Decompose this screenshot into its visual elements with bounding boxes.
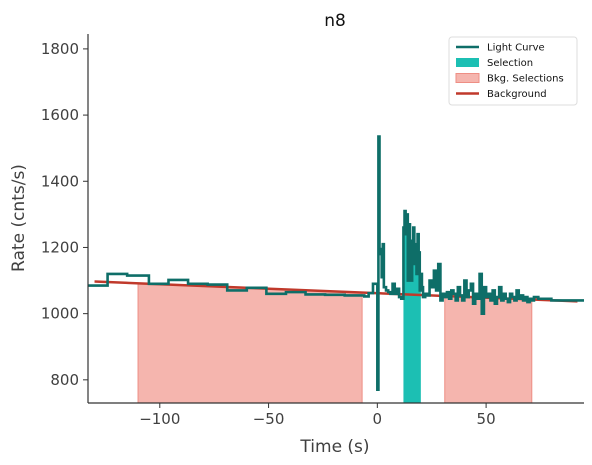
y-tick-label: 1200	[41, 238, 79, 256]
plot-area	[88, 135, 584, 404]
axes: −100 −50 0 50 800 1000 1200 1400 1600 1800	[41, 34, 584, 428]
x-ticks: −100 −50 0 50	[139, 403, 496, 428]
legend-label: Bkg. Selections	[487, 74, 564, 85]
legend-items: Light Curve Selection Bkg. Selections Backg…	[455, 43, 564, 100]
legend-label: Background	[487, 89, 547, 100]
legend-swatch-patch	[456, 58, 479, 67]
legend-frame	[448, 36, 578, 106]
y-tick-label: 1000	[41, 305, 79, 323]
bkg-selection-region-1	[444, 295, 533, 404]
y-tick-label: 1800	[41, 40, 79, 58]
y-tick-label: 1600	[41, 106, 79, 124]
x-tick-label: −100	[139, 410, 180, 428]
y-axis-label: Rate (cnts/s)	[9, 164, 29, 272]
x-tick-label: −50	[253, 410, 285, 428]
light-curve-layer	[88, 135, 584, 392]
legend-label: Selection	[487, 58, 533, 69]
chart-title: n8	[324, 11, 346, 31]
y-tick-label: 1400	[41, 172, 79, 190]
x-tick-label: 50	[477, 410, 496, 428]
legend: Light Curve Selection Bkg. Selections Backg…	[448, 36, 578, 106]
legend-swatch-patch	[455, 73, 480, 83]
light-curve-line	[88, 135, 584, 392]
x-tick-label: 0	[373, 410, 383, 428]
legend-label: Light Curve	[487, 43, 545, 54]
y-ticks: 800 1000 1200 1400 1600 1800	[41, 40, 88, 389]
y-tick-label: 800	[50, 371, 79, 389]
x-axis-label: Time (s)	[299, 437, 369, 457]
bkg-selection-region-0	[137, 282, 363, 404]
